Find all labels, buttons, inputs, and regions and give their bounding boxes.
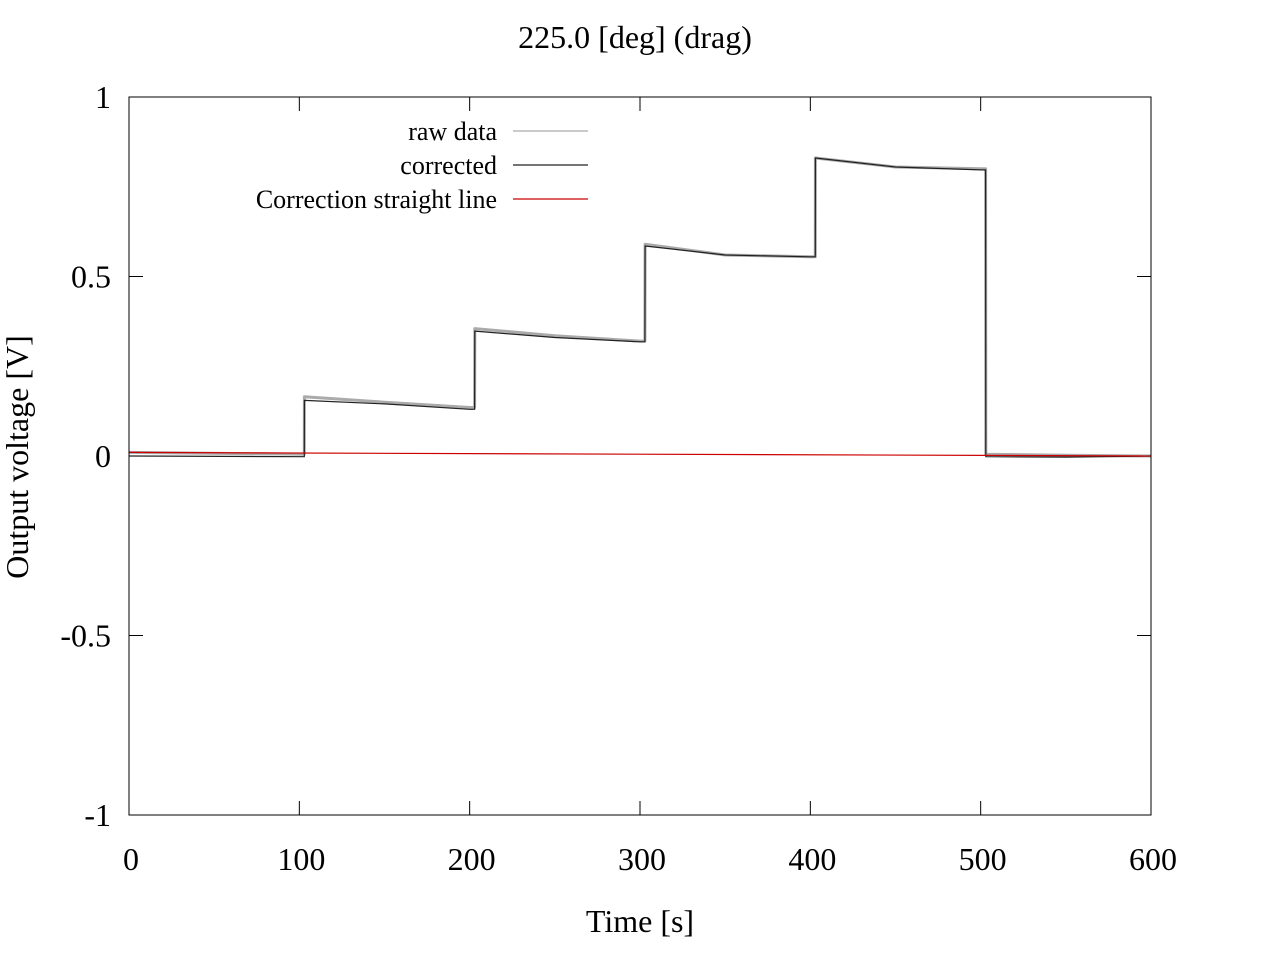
x-tick-label: 200 xyxy=(448,841,496,877)
y-tick-label: 0 xyxy=(95,438,111,474)
y-axis-label: Output voltage [V] xyxy=(0,335,35,579)
x-tick-label: 0 xyxy=(123,841,139,877)
axis-ticks: 0 100 200 300 400 500 600 -1 -0.5 0 0.5 1 xyxy=(60,79,1177,877)
series-line-2 xyxy=(128,451,1152,457)
legend-label-0: raw data xyxy=(408,117,497,146)
legend-label-2: Correction straight line xyxy=(256,185,497,214)
x-tick-label: 300 xyxy=(618,841,666,877)
legend-label-1: corrected xyxy=(400,151,497,180)
x-tick-label: 100 xyxy=(277,841,325,877)
y-tick-label: 1 xyxy=(95,79,111,115)
y-tick-label: -0.5 xyxy=(60,618,111,654)
series-line-0 xyxy=(128,156,1152,458)
plot-frame xyxy=(128,96,1152,816)
x-tick-label: 600 xyxy=(1129,841,1177,877)
x-tick-label: 400 xyxy=(788,841,836,877)
x-tick-label: 500 xyxy=(959,841,1007,877)
chart-title: 225.0 [deg] (drag) xyxy=(518,19,752,55)
legend: raw data corrected Correction straight lin… xyxy=(256,117,588,214)
y-tick-label: -1 xyxy=(84,797,111,833)
x-axis-label: Time [s] xyxy=(586,903,694,939)
y-tick-label: 0.5 xyxy=(71,259,111,295)
series-line-1 xyxy=(128,157,1152,458)
plot-series xyxy=(128,156,1152,458)
